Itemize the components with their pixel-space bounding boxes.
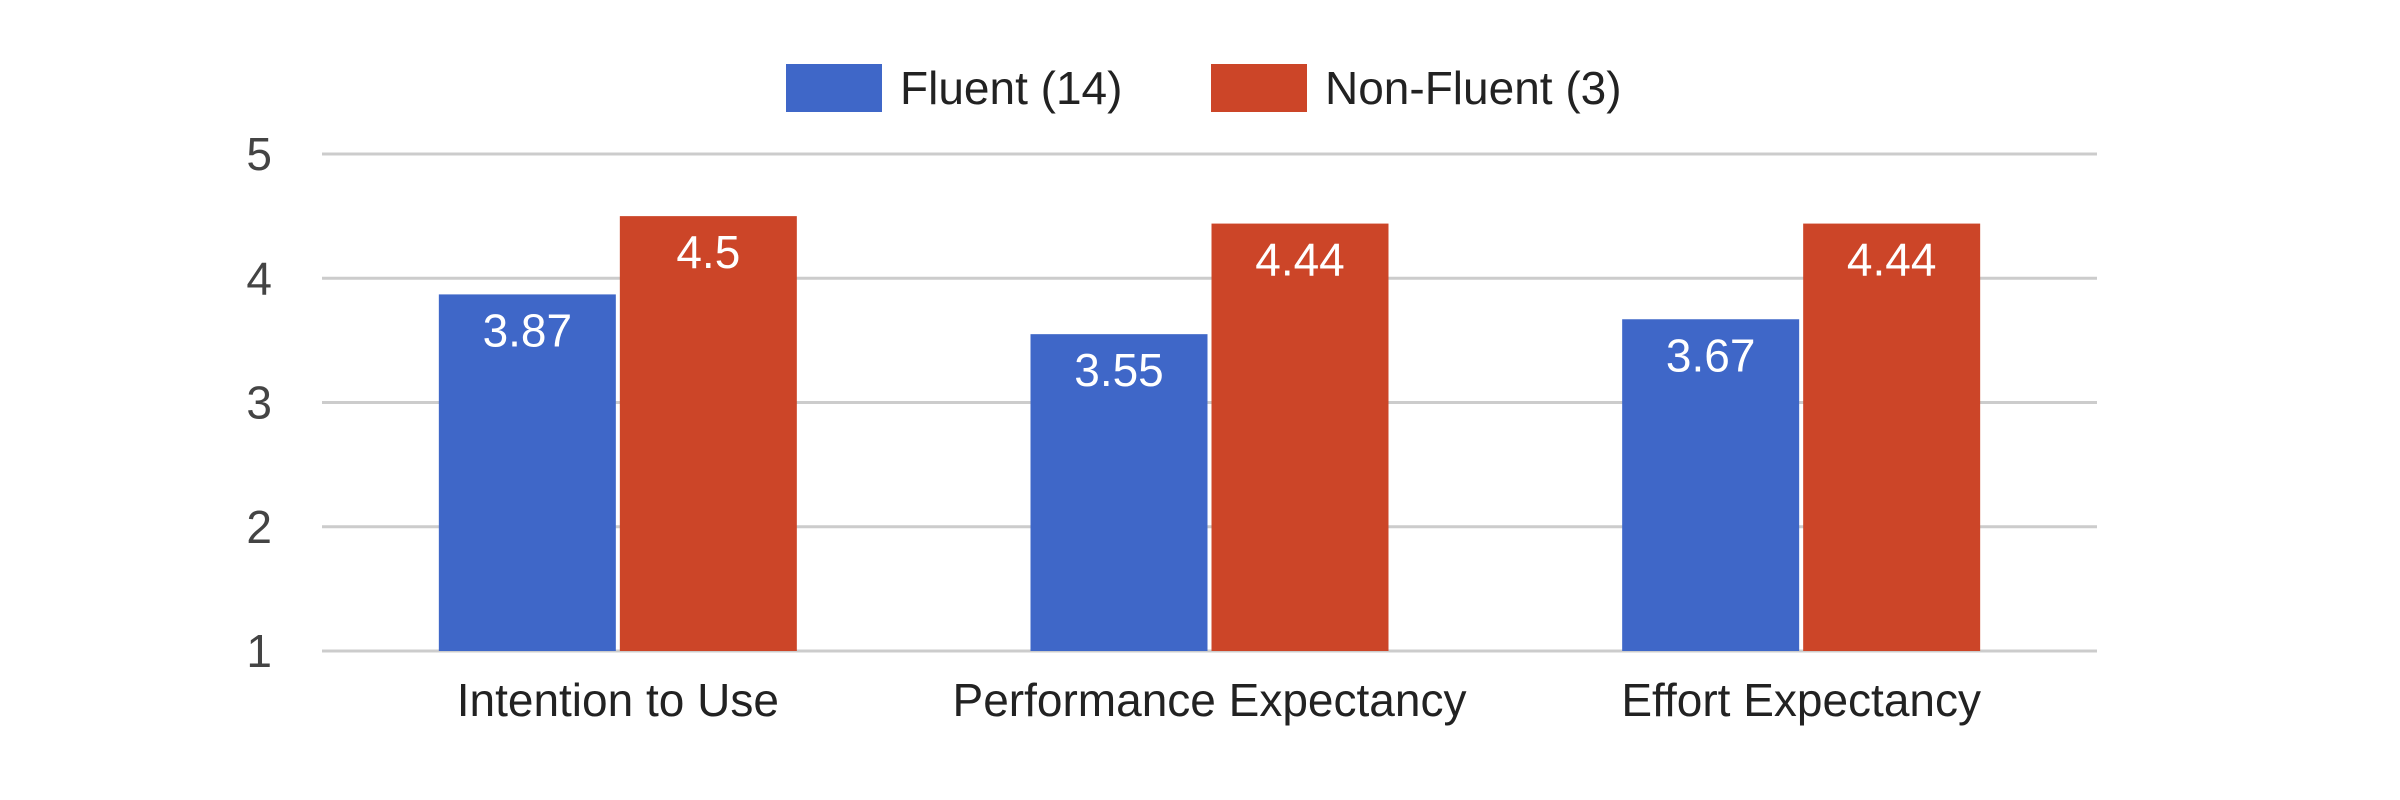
- bars: [438, 216, 1981, 651]
- bar-non-fluent-2: [1803, 223, 1981, 651]
- legend-label-non-fluent: Non-Fluent (3): [1325, 62, 1622, 114]
- bar-fluent-1: [1030, 334, 1208, 651]
- y-tick-label: 4: [246, 252, 272, 304]
- x-category-label: Intention to Use: [457, 674, 779, 726]
- x-category-label: Performance Expectancy: [953, 674, 1467, 726]
- data-labels: 3.87 4.5 3.55 4.44 3.67 4.44: [483, 226, 1937, 396]
- y-tick-label: 5: [246, 128, 272, 180]
- y-tick-label: 1: [246, 625, 272, 677]
- bar-fluent-2: [1622, 319, 1800, 651]
- bar-value-label: 4.44: [1255, 234, 1345, 286]
- bar-value-label: 3.67: [1666, 329, 1756, 381]
- x-axis-category-labels: Intention to Use Performance Expectancy Ef…: [457, 674, 1981, 726]
- bar-fluent-0: [438, 294, 616, 651]
- bar-non-fluent-1: [1211, 223, 1389, 651]
- y-tick-label: 3: [246, 377, 272, 429]
- bar-value-label: 3.87: [483, 304, 573, 356]
- y-tick-label: 2: [246, 501, 272, 553]
- legend: Fluent (14) Non-Fluent (3): [786, 62, 1622, 114]
- legend-label-fluent: Fluent (14): [900, 62, 1122, 114]
- bar-value-label: 4.5: [676, 226, 740, 278]
- bar-non-fluent-0: [619, 216, 797, 651]
- bar-value-label: 4.44: [1847, 234, 1937, 286]
- gridlines: [322, 152, 2097, 653]
- legend-swatch-fluent: [786, 64, 882, 112]
- legend-swatch-non-fluent: [1211, 64, 1307, 112]
- x-category-label: Effort Expectancy: [1621, 674, 1981, 726]
- bar-value-label: 3.55: [1074, 344, 1164, 396]
- y-axis-tick-labels: 1 2 3 4 5: [246, 128, 272, 677]
